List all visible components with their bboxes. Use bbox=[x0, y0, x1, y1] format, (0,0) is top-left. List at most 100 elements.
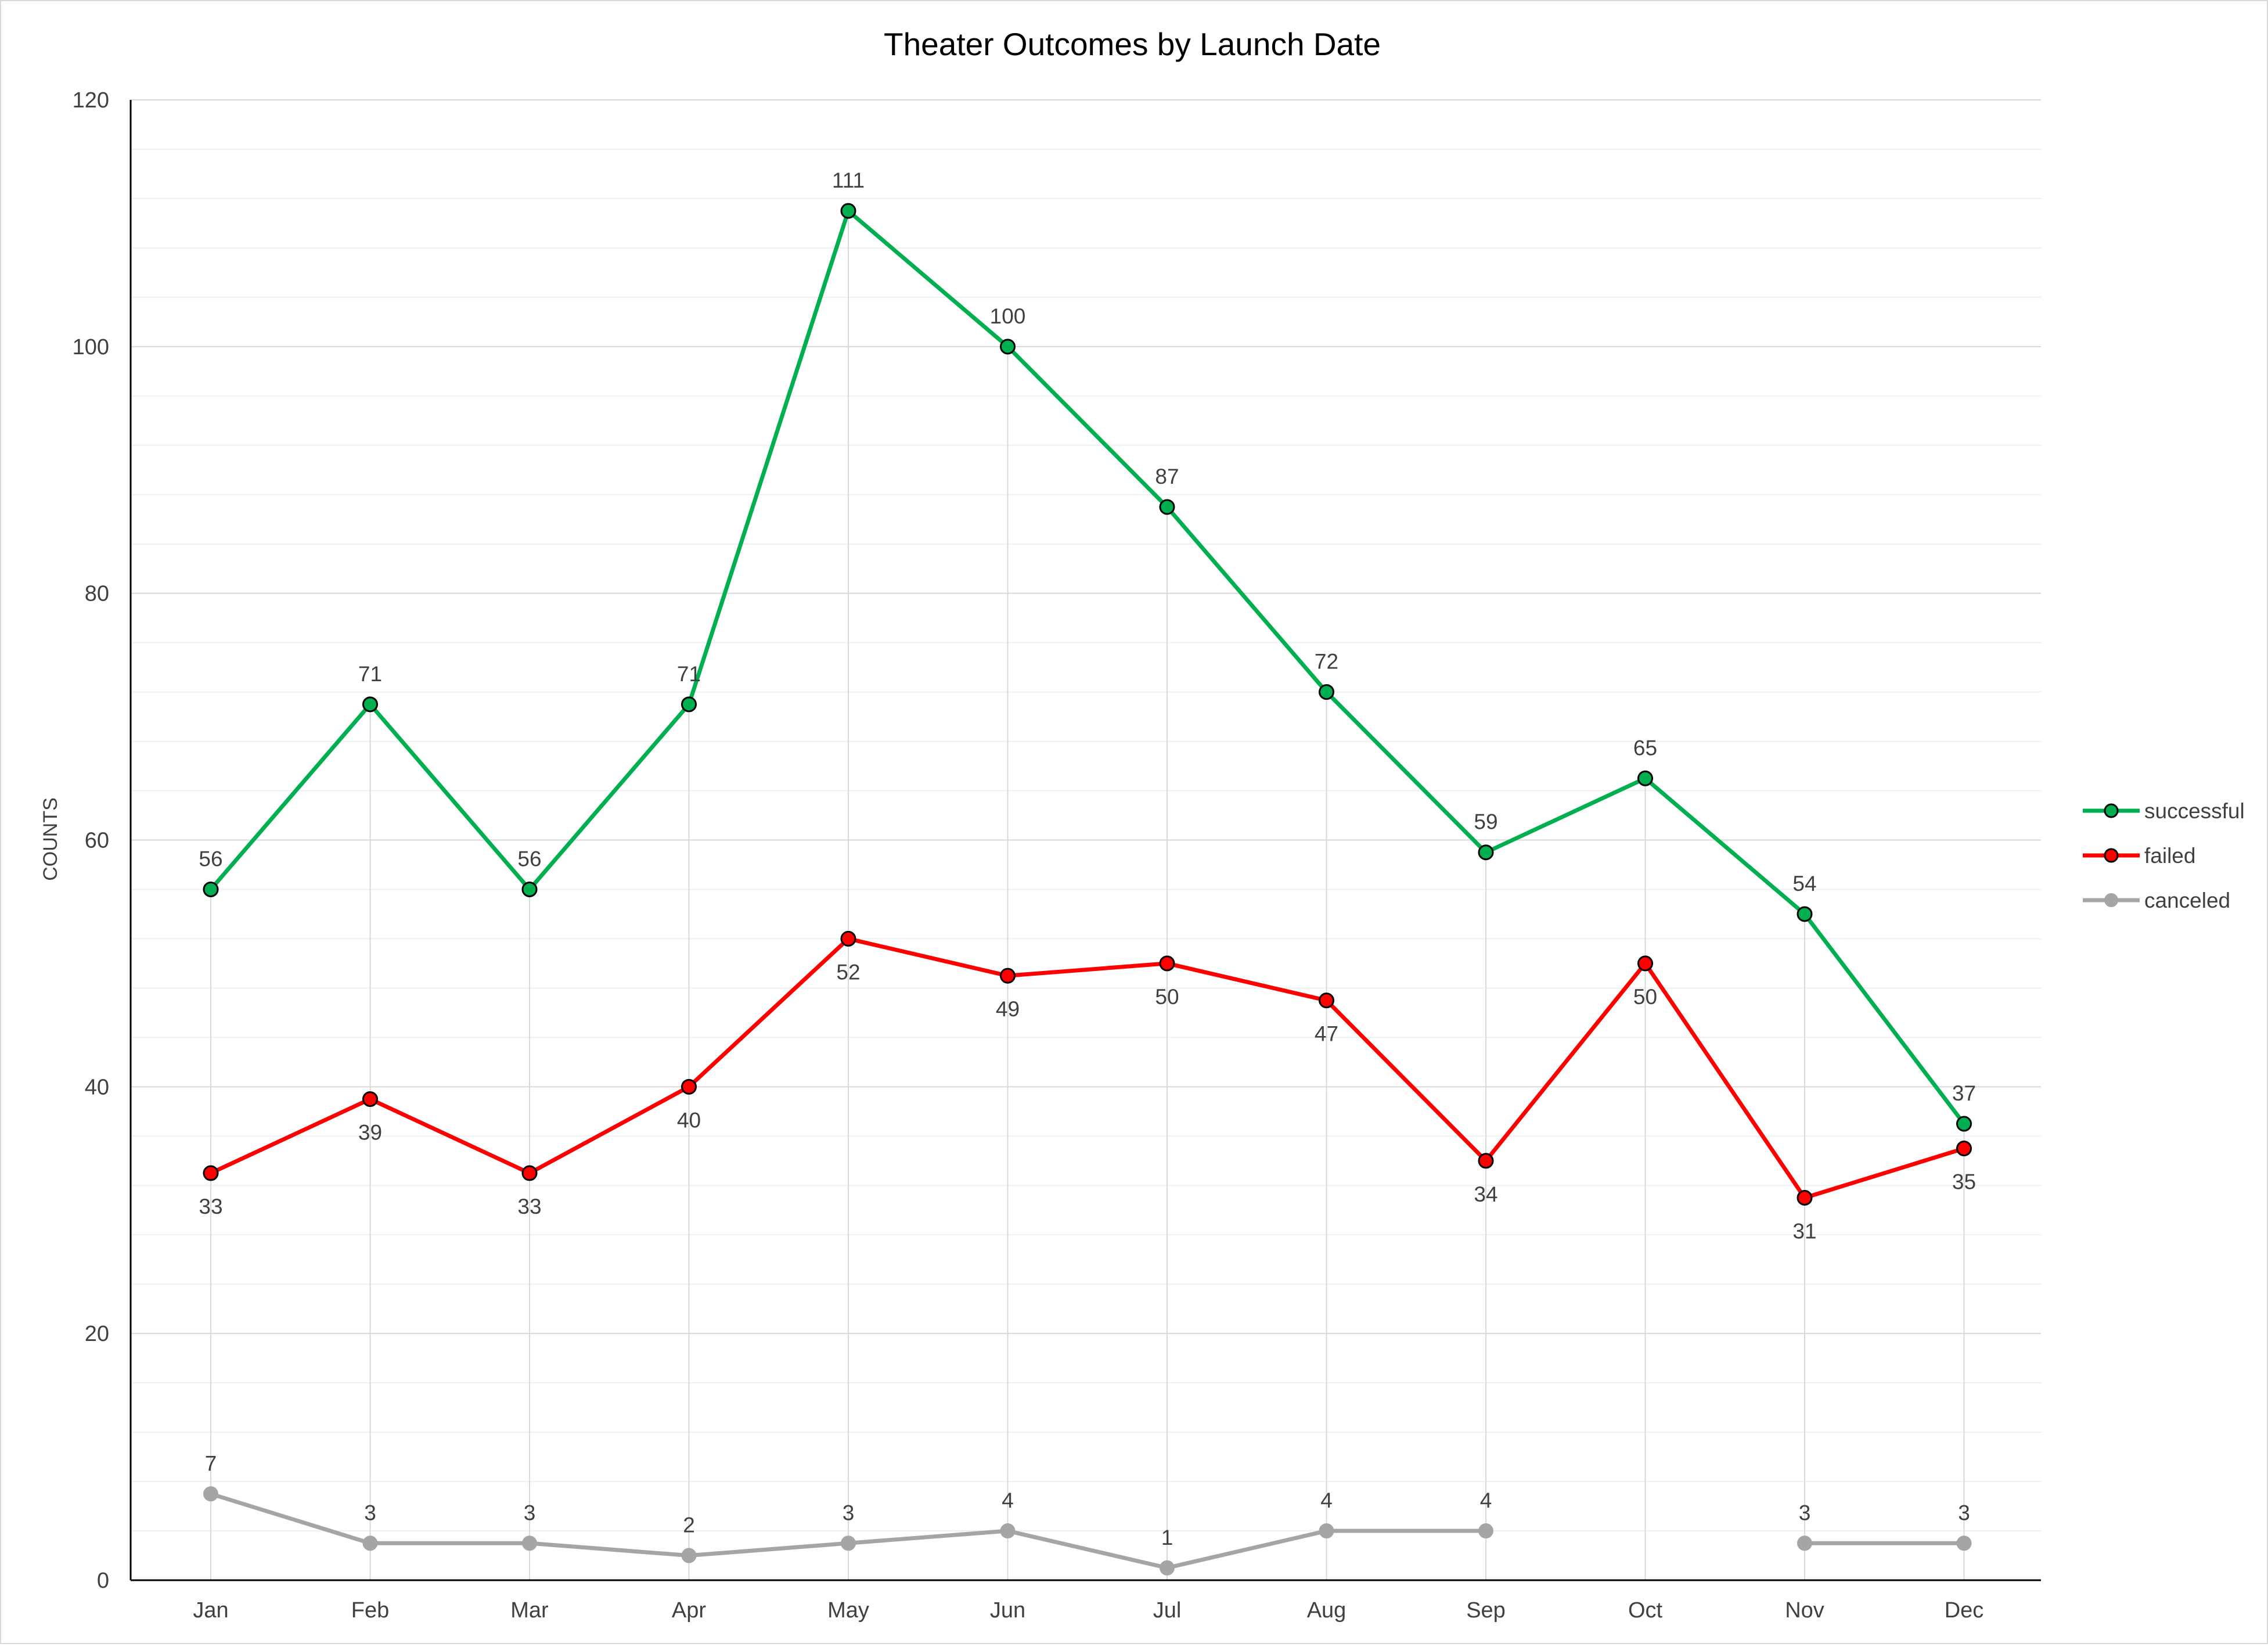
data-point-failed bbox=[1637, 955, 1653, 972]
data-label-canceled: 7 bbox=[205, 1451, 217, 1475]
data-point-canceled bbox=[841, 1535, 856, 1551]
x-tick-label: Jan bbox=[193, 1598, 228, 1623]
data-label-failed: 50 bbox=[1633, 985, 1657, 1009]
y-tick-label: 0 bbox=[97, 1569, 109, 1593]
x-tick-label: May bbox=[827, 1598, 869, 1623]
data-point-failed bbox=[521, 1165, 538, 1181]
data-label-canceled: 3 bbox=[1958, 1501, 1970, 1524]
data-point-failed bbox=[362, 1091, 378, 1107]
data-label-successful: 37 bbox=[1952, 1081, 1976, 1105]
data-point-canceled bbox=[522, 1535, 537, 1551]
data-point-successful bbox=[1797, 906, 1813, 922]
data-label-failed: 33 bbox=[199, 1195, 222, 1218]
data-point-successful bbox=[1956, 1116, 1972, 1132]
data-point-failed bbox=[1956, 1141, 1972, 1157]
x-tick-label: Aug bbox=[1307, 1598, 1347, 1623]
data-label-successful: 56 bbox=[517, 847, 541, 871]
data-label-canceled: 3 bbox=[843, 1501, 855, 1524]
data-point-successful bbox=[1637, 770, 1653, 786]
data-point-canceled bbox=[1000, 1523, 1016, 1539]
data-point-canceled bbox=[362, 1535, 378, 1551]
data-point-canceled bbox=[1319, 1523, 1334, 1539]
data-point-failed bbox=[681, 1078, 697, 1095]
data-point-failed bbox=[840, 930, 856, 947]
data-label-canceled: 3 bbox=[524, 1501, 536, 1524]
y-tick-label: 120 bbox=[73, 88, 109, 113]
data-point-successful bbox=[203, 881, 219, 897]
axes: 0 20 40 60 80 100 120 Jan Feb Mar Apr May Jun Jul Aug S… bbox=[73, 88, 2041, 1623]
data-label-failed: 47 bbox=[1315, 1022, 1338, 1046]
data-point-failed bbox=[1000, 968, 1016, 984]
x-tick-label: Apr bbox=[672, 1598, 706, 1623]
data-label-canceled: 4 bbox=[1320, 1488, 1333, 1512]
gridlines bbox=[131, 99, 2041, 1532]
data-label-successful: 54 bbox=[1792, 872, 1816, 896]
data-label-successful: 59 bbox=[1474, 810, 1497, 834]
drop-lines bbox=[210, 211, 1965, 1580]
data-label-successful: 72 bbox=[1315, 650, 1338, 674]
data-label-canceled: 2 bbox=[683, 1513, 695, 1537]
x-tick-label: Sep bbox=[1466, 1598, 1506, 1623]
data-label-failed: 39 bbox=[358, 1121, 382, 1145]
series-line-failed bbox=[210, 936, 1965, 1200]
data-label-successful: 56 bbox=[199, 847, 222, 871]
data-label-failed: 50 bbox=[1155, 985, 1179, 1009]
data-point-failed bbox=[1159, 955, 1175, 972]
data-point-successful bbox=[1159, 499, 1175, 515]
data-label-successful: 71 bbox=[358, 662, 382, 686]
x-tick-label: Jul bbox=[1153, 1598, 1182, 1623]
data-point-successful bbox=[1319, 684, 1334, 700]
data-label-failed: 49 bbox=[996, 997, 1020, 1021]
x-tick-label: Mar bbox=[510, 1598, 549, 1623]
data-labels: 5671567111110087725965543733393340524950… bbox=[199, 168, 1976, 1549]
y-tick-label: 40 bbox=[85, 1075, 109, 1099]
legend: successful failed canceled bbox=[2083, 799, 2245, 912]
series-line-successful bbox=[209, 208, 1966, 1125]
data-label-canceled: 1 bbox=[1161, 1526, 1173, 1549]
data-point-successful bbox=[1478, 844, 1494, 861]
data-point-canceled bbox=[1797, 1535, 1812, 1551]
data-label-successful: 111 bbox=[832, 168, 865, 192]
data-label-failed: 40 bbox=[677, 1108, 701, 1132]
data-point-successful bbox=[1000, 339, 1016, 355]
data-point-successful bbox=[840, 203, 856, 219]
data-label-successful: 87 bbox=[1155, 465, 1179, 488]
legend-label-successful: successful bbox=[2144, 799, 2245, 823]
data-point-successful bbox=[681, 696, 697, 713]
data-point-failed bbox=[203, 1165, 219, 1181]
data-label-canceled: 3 bbox=[364, 1501, 376, 1524]
chart-title: Theater Outcomes by Launch Date bbox=[884, 26, 1381, 62]
data-point-failed bbox=[1319, 992, 1334, 1009]
y-axis-title: COUNTS bbox=[39, 797, 62, 881]
legend-label-failed: failed bbox=[2144, 844, 2195, 868]
data-point-successful bbox=[521, 881, 538, 897]
data-point-canceled bbox=[1478, 1523, 1493, 1539]
data-label-canceled: 4 bbox=[1002, 1488, 1014, 1512]
y-tick-label: 60 bbox=[85, 829, 109, 853]
x-tick-label: Oct bbox=[1628, 1598, 1663, 1623]
legend-label-canceled: canceled bbox=[2144, 889, 2230, 912]
data-point-failed bbox=[1797, 1190, 1813, 1206]
legend-marker-canceled bbox=[2104, 893, 2118, 907]
data-point-failed bbox=[1478, 1153, 1494, 1169]
data-label-successful: 71 bbox=[677, 662, 701, 686]
data-label-canceled: 4 bbox=[1480, 1488, 1492, 1512]
data-label-successful: 100 bbox=[990, 304, 1026, 328]
data-label-successful: 65 bbox=[1633, 736, 1657, 760]
data-label-failed: 52 bbox=[836, 960, 860, 984]
y-tick-label: 20 bbox=[85, 1322, 109, 1346]
x-tick-label: Nov bbox=[1785, 1598, 1824, 1623]
data-point-canceled bbox=[1160, 1560, 1175, 1576]
data-label-failed: 35 bbox=[1952, 1170, 1976, 1194]
x-tick-label: Dec bbox=[1945, 1598, 1984, 1623]
x-tick-label: Jun bbox=[990, 1598, 1025, 1623]
data-point-canceled bbox=[1956, 1535, 1972, 1551]
y-tick-label: 100 bbox=[73, 335, 109, 359]
data-point-canceled bbox=[681, 1548, 697, 1563]
legend-marker-failed bbox=[2104, 848, 2119, 863]
data-label-failed: 33 bbox=[517, 1195, 541, 1218]
data-point-successful bbox=[362, 696, 378, 713]
